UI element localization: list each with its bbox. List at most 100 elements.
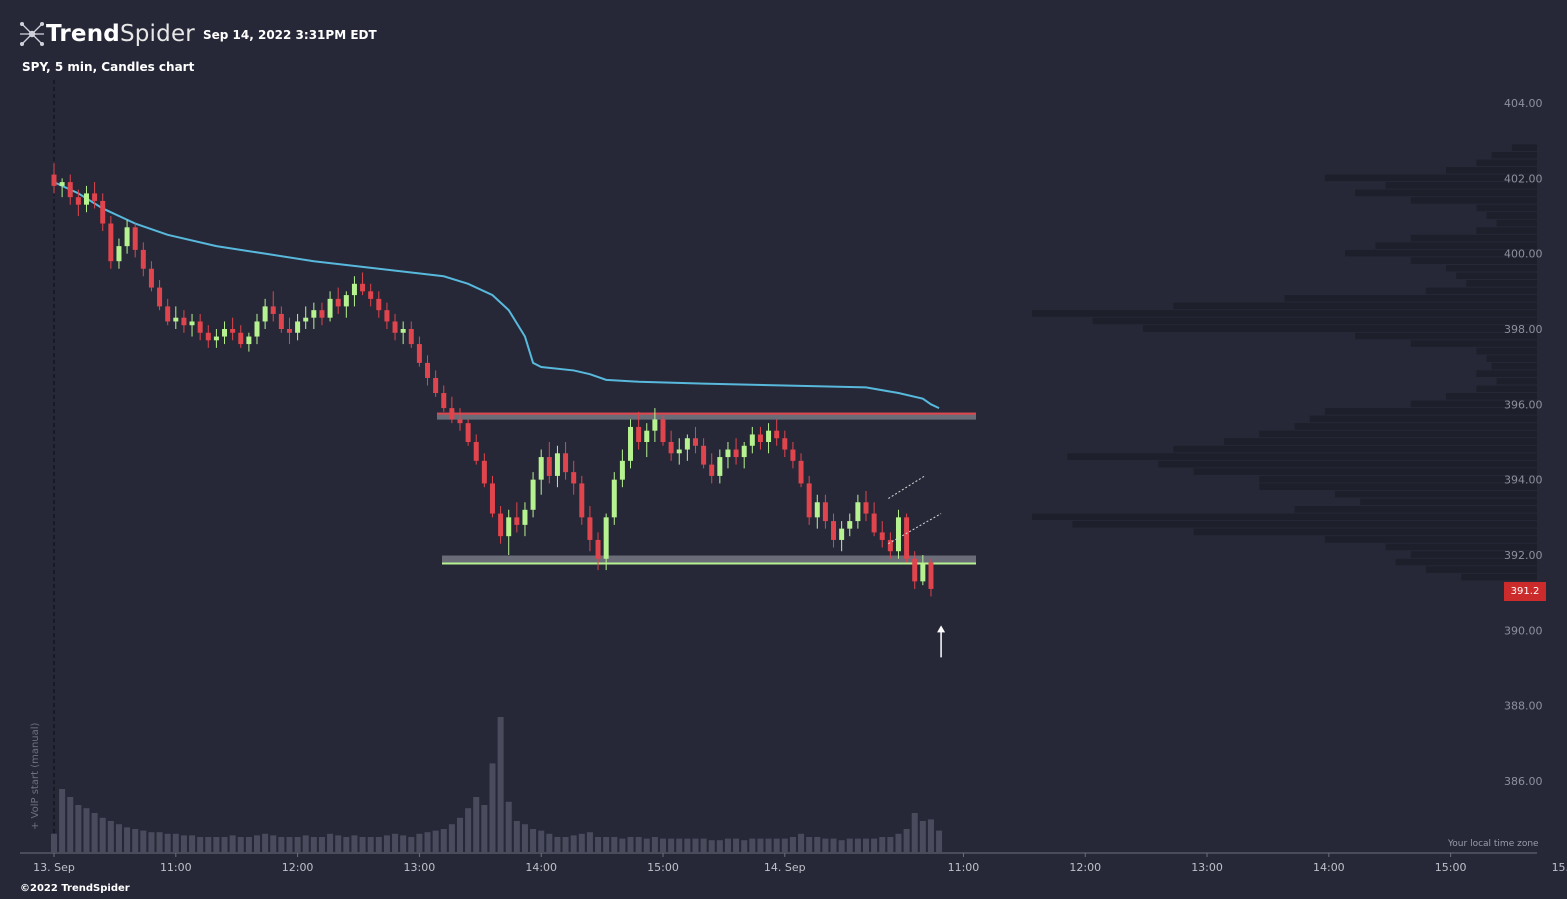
candle-body-44 bbox=[408, 329, 414, 345]
volume-bar-38 bbox=[359, 837, 366, 853]
candle-body-75 bbox=[660, 419, 666, 442]
brand-logo: TrendSpider bbox=[18, 20, 195, 48]
volume-bar-0 bbox=[51, 833, 57, 853]
candle-body-54 bbox=[489, 483, 495, 514]
candle-body-11 bbox=[140, 249, 146, 269]
volume-bar-20 bbox=[213, 837, 220, 853]
candle-body-33 bbox=[319, 310, 325, 318]
volume-bar-91 bbox=[789, 837, 796, 853]
brand-name: TrendSpider bbox=[46, 21, 195, 47]
candle-body-63 bbox=[563, 453, 569, 473]
volume-bar-33 bbox=[318, 837, 325, 853]
volume-bar-78 bbox=[684, 838, 691, 853]
volume-bar-13 bbox=[156, 832, 163, 853]
volume-bar-76 bbox=[668, 838, 675, 853]
volume-bar-65 bbox=[578, 833, 585, 853]
profile-bar-15 bbox=[1410, 257, 1537, 264]
resistance-zone bbox=[437, 412, 976, 420]
volume-bar-70 bbox=[619, 838, 626, 853]
candle-body-70 bbox=[619, 460, 625, 480]
profile-bar-40 bbox=[1173, 445, 1537, 453]
volume-bar-80 bbox=[700, 838, 707, 853]
volume-bar-79 bbox=[692, 838, 699, 853]
profile-bar-30 bbox=[1476, 370, 1537, 377]
volume-bar-26 bbox=[262, 833, 269, 853]
volume-bar-82 bbox=[716, 840, 723, 853]
profile-bar-42 bbox=[1158, 460, 1537, 468]
candle-body-35 bbox=[335, 298, 341, 307]
candle-body-20 bbox=[213, 336, 219, 341]
candle-body-83 bbox=[725, 449, 731, 458]
candle-body-12 bbox=[148, 268, 154, 288]
volume-bar-49 bbox=[448, 824, 455, 853]
volume-bar-67 bbox=[595, 837, 602, 853]
volume-bar-92 bbox=[798, 833, 805, 853]
candle-body-22 bbox=[230, 329, 236, 333]
volume-bar-57 bbox=[513, 821, 520, 853]
x-tick-label-10: 14:00 bbox=[1313, 861, 1345, 874]
volume-bar-16 bbox=[180, 835, 187, 853]
y-tick-label-5: 394.00 bbox=[1504, 474, 1543, 487]
candle-body-89 bbox=[774, 430, 780, 439]
chart-datetime: Sep 14, 2022 3:31PM EDT bbox=[203, 28, 377, 42]
candle-body-88 bbox=[766, 430, 772, 442]
volume-bar-56 bbox=[505, 801, 512, 853]
volume-bar-48 bbox=[440, 829, 447, 853]
volume-bar-7 bbox=[107, 821, 114, 853]
volume-bar-47 bbox=[432, 830, 439, 853]
x-tick-label-7: 11:00 bbox=[948, 861, 980, 874]
candle-body-23 bbox=[238, 332, 244, 345]
volume-bar-102 bbox=[879, 837, 886, 853]
profile-bar-46 bbox=[1335, 490, 1537, 498]
candle-body-97 bbox=[839, 528, 845, 540]
candle-body-49 bbox=[449, 408, 455, 420]
profile-bar-11 bbox=[1476, 227, 1537, 234]
candle-body-59 bbox=[530, 479, 536, 510]
x-tick-label-5: 15:00 bbox=[647, 861, 679, 874]
candle-body-25 bbox=[254, 321, 260, 337]
last-price-badge: 391.2 bbox=[1504, 582, 1546, 601]
volume-bar-100 bbox=[863, 838, 869, 853]
profile-bar-29 bbox=[1491, 362, 1537, 370]
profile-bar-20 bbox=[1284, 295, 1537, 302]
candle-body-16 bbox=[181, 317, 187, 326]
volume-bar-51 bbox=[465, 808, 472, 853]
candle-body-91 bbox=[790, 449, 796, 461]
profile-bar-48 bbox=[1294, 506, 1537, 513]
chart-symbol-line[interactable]: SPY, 5 min, Candles chart bbox=[22, 60, 195, 74]
volume-bar-93 bbox=[806, 837, 813, 853]
candle-body-31 bbox=[303, 317, 309, 322]
volume-bar-21 bbox=[221, 837, 228, 853]
candle-body-62 bbox=[554, 453, 560, 476]
candle-body-30 bbox=[295, 321, 301, 333]
volume-bar-8 bbox=[115, 824, 122, 853]
profile-bar-24 bbox=[1143, 325, 1537, 332]
candle-body-8 bbox=[116, 246, 122, 262]
annotation-arrow-head bbox=[937, 625, 946, 633]
volume-bar-3 bbox=[75, 805, 82, 853]
volume-bar-59 bbox=[530, 829, 537, 853]
x-tick-label-4: 14:00 bbox=[525, 861, 557, 874]
x-tick-label-8: 12:00 bbox=[1069, 861, 1101, 874]
volume-bar-50 bbox=[457, 817, 463, 853]
candle-body-47 bbox=[433, 377, 439, 394]
volume-bar-103 bbox=[887, 837, 894, 853]
candle-body-37 bbox=[351, 283, 357, 296]
profile-bar-8 bbox=[1476, 204, 1537, 212]
candle-body-46 bbox=[425, 362, 431, 378]
y-tick-label-1: 402.00 bbox=[1504, 172, 1543, 185]
candle-body-98 bbox=[847, 521, 853, 529]
profile-bar-32 bbox=[1476, 385, 1537, 393]
candle-body-77 bbox=[676, 449, 682, 454]
y-tick-label-8: 388.00 bbox=[1504, 700, 1543, 713]
profile-bar-7 bbox=[1410, 197, 1537, 204]
profile-bar-39 bbox=[1223, 438, 1537, 445]
volume-bar-32 bbox=[310, 837, 317, 853]
candle-body-36 bbox=[343, 295, 349, 307]
volume-bar-31 bbox=[302, 835, 309, 853]
volume-bar-89 bbox=[773, 838, 780, 853]
candle-body-65 bbox=[579, 483, 585, 518]
volume-bar-62 bbox=[554, 837, 561, 853]
volume-bar-22 bbox=[229, 835, 236, 853]
